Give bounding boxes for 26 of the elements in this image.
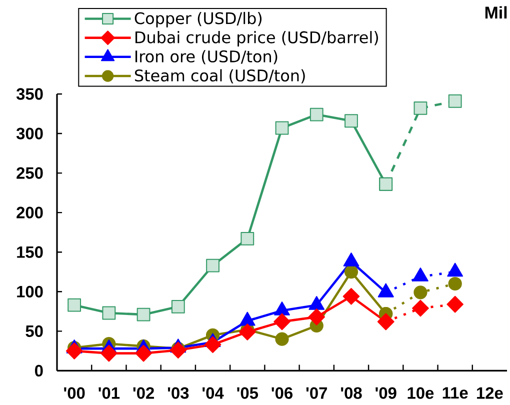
x-tick-label: 10e bbox=[408, 387, 434, 399]
chart-title: Mil bbox=[485, 6, 507, 18]
y-tick-label: 350 bbox=[16, 88, 43, 100]
x-tick-label: 12e bbox=[477, 387, 503, 399]
x-tick-label: '02 bbox=[133, 387, 154, 399]
y-tick-label: 150 bbox=[17, 246, 43, 258]
x-tick-label: 11e bbox=[442, 387, 468, 399]
x-tick-label: '01 bbox=[98, 387, 120, 399]
x-tick-label: '05 bbox=[237, 387, 258, 399]
y-tick-label: 300 bbox=[16, 128, 43, 140]
legend-label: Steam coal (USD/ton) bbox=[134, 69, 305, 84]
x-tick-label: '06 bbox=[272, 387, 293, 399]
y-tick-label: 50 bbox=[26, 325, 43, 337]
legend-label: Copper (USD/lb) bbox=[134, 12, 262, 28]
y-tick-label: 250 bbox=[16, 167, 43, 179]
y-tick-label: 100 bbox=[17, 286, 43, 298]
y-tick-label: 200 bbox=[16, 206, 43, 218]
y-tick-label: 0 bbox=[34, 364, 43, 377]
legend-label: Iron ore (USD/ton) bbox=[136, 50, 278, 64]
legend-label: Dubai crude price (USD/barrel) bbox=[136, 31, 378, 46]
x-tick-label: '08 bbox=[341, 387, 362, 399]
x-tick-label: '09 bbox=[376, 387, 396, 399]
x-tick-label: '04 bbox=[202, 387, 224, 399]
x-tick-label: '07 bbox=[306, 387, 327, 399]
x-tick-label: '00 bbox=[64, 387, 85, 399]
x-tick-label: '03 bbox=[168, 387, 189, 399]
